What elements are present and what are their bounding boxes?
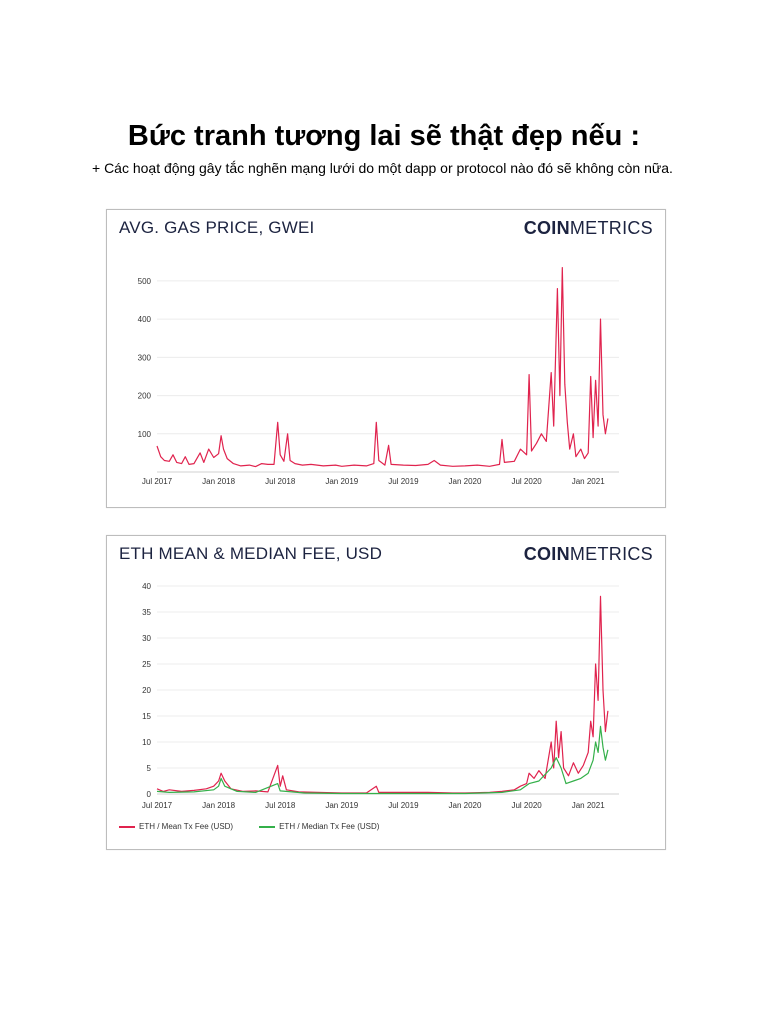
x-tick-label: Jan 2019: [325, 801, 358, 810]
x-tick-label: Jul 2018: [265, 801, 296, 810]
legend-swatch-median: [259, 825, 276, 828]
x-tick-label: Jan 2019: [325, 477, 358, 486]
y-tick-label: 200: [138, 392, 152, 401]
x-tick-label: Jan 2021: [572, 801, 605, 810]
bullet-text: + Các hoạt động gây tắc nghẽn mạng lưới …: [92, 160, 673, 176]
y-tick-label: 10: [142, 738, 151, 747]
x-tick-label: Jan 2018: [202, 477, 235, 486]
gas-price-chart: AVG. GAS PRICE, GWEI COINMETRICS 100 200 3…: [106, 209, 666, 508]
y-tick-label: 400: [138, 315, 152, 324]
chart-title: AVG. GAS PRICE, GWEI: [119, 218, 315, 237]
coinmetrics-logo: COINMETRICS: [523, 218, 653, 238]
series-line-0: [156, 595, 609, 794]
page-title: Bức tranh tương lai sẽ thật đẹp nếu :: [127, 120, 641, 152]
series-line-0: [156, 267, 609, 468]
y-tick-label: 30: [142, 634, 151, 643]
series-line-1: [156, 725, 609, 795]
x-tick-label: Jan 2021: [572, 477, 605, 486]
x-tick-label: Jan 2018: [202, 801, 235, 810]
y-tick-label: 20: [142, 686, 151, 695]
fee-plot: 0 5 10 15 20 25 30 35 40 Jul 2017 Jan 2018 Jul 2018…: [142, 582, 619, 810]
y-tick-label: 100: [138, 430, 152, 439]
gas-price-plot: 100 200 300 400 500 Jul 2017 Jan 2018 Jul 2018 J…: [138, 267, 619, 486]
x-tick-label: Jul 2019: [388, 477, 419, 486]
legend-swatch-mean: [119, 825, 135, 828]
x-tick-label: Jul 2020: [511, 477, 542, 486]
y-tick-label: 500: [138, 277, 152, 286]
x-tick-label: Jul 2019: [388, 801, 419, 810]
y-tick-label: 5: [147, 764, 152, 773]
y-tick-label: 25: [142, 660, 151, 669]
x-tick-label: Jul 2020: [511, 801, 542, 810]
y-tick-label: 0: [147, 790, 152, 799]
y-tick-label: 15: [142, 712, 151, 721]
legend-label-mean: ETH / Mean Tx Fee (USD): [139, 822, 234, 831]
legend-label-median: ETH / Median Tx Fee (USD): [279, 822, 380, 831]
chart-legend: ETH / Mean Tx Fee (USD) ETH / Median Tx …: [119, 822, 379, 831]
x-tick-label: Jan 2020: [449, 801, 482, 810]
x-tick-label: Jul 2017: [142, 477, 173, 486]
x-tick-label: Jul 2017: [142, 801, 173, 810]
legend-item-median: ETH / Median Tx Fee (USD): [259, 822, 379, 831]
chart-title: ETH MEAN & MEDIAN FEE, USD: [119, 544, 383, 563]
y-tick-label: 300: [138, 353, 152, 362]
coinmetrics-logo: COINMETRICS: [523, 544, 653, 564]
legend-item-mean: ETH / Mean Tx Fee (USD): [119, 822, 233, 831]
x-tick-label: Jan 2020: [449, 477, 482, 486]
x-tick-label: Jul 2018: [265, 477, 296, 486]
fee-chart: ETH MEAN & MEDIAN FEE, USD COINMETRICS 0…: [106, 535, 666, 850]
y-tick-label: 35: [142, 608, 151, 617]
y-tick-label: 40: [142, 582, 151, 591]
